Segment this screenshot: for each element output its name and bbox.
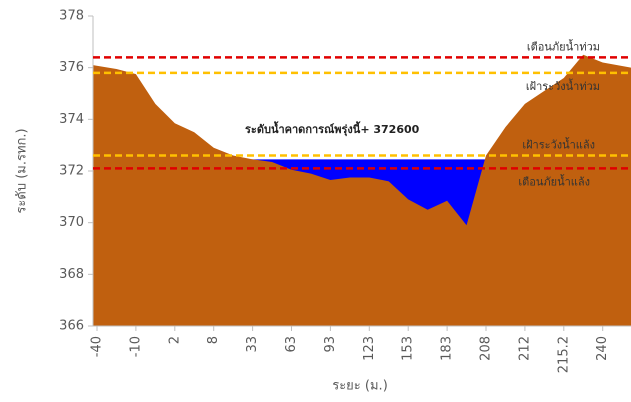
reference-label: เตือนภัยน้ำท่วม	[527, 38, 600, 53]
x-tick-label: 212	[517, 336, 532, 361]
x-tick-label: 33	[245, 336, 260, 353]
y-tick-label: 376	[59, 60, 84, 75]
x-tick-label: 63	[284, 336, 299, 353]
y-tick-label: 366	[59, 319, 84, 334]
x-tick-label: 153	[401, 336, 416, 361]
x-tick-label: -40	[90, 336, 105, 357]
reference-label: เฝ้าระวังน้ำท่วม	[526, 78, 600, 93]
y-tick-label: 374	[59, 112, 84, 127]
x-tick-label: 93	[323, 336, 338, 353]
annotation: ระดับน้ำคาดการณ์พรุ่งนี้+ 372600	[245, 121, 420, 137]
x-axis-label: ระยะ (ม.)	[332, 379, 388, 394]
y-tick-label: 368	[59, 267, 84, 282]
area-ground	[93, 54, 631, 326]
x-tick-label: 208	[479, 336, 494, 361]
reference-label: เตือนภัยน้ำแล้ง	[518, 173, 590, 188]
y-tick-label: 370	[59, 215, 84, 230]
x-tick-label: 8	[206, 336, 221, 344]
reference-label: เฝ้าระวังน้ำแล้ง	[522, 137, 595, 152]
y-tick-label: 378	[59, 9, 84, 24]
x-tick-label: 183	[440, 336, 455, 361]
x-tick-label: 240	[595, 336, 610, 361]
x-tick-label: 215.2	[556, 336, 571, 373]
x-tick-label: 123	[362, 336, 377, 361]
y-axis-label: ระดับ (ม.รทก.)	[15, 128, 30, 213]
x-tick-label: -10	[128, 336, 143, 357]
x-tick-label: 2	[167, 336, 182, 344]
y-tick-label: 372	[59, 164, 84, 179]
